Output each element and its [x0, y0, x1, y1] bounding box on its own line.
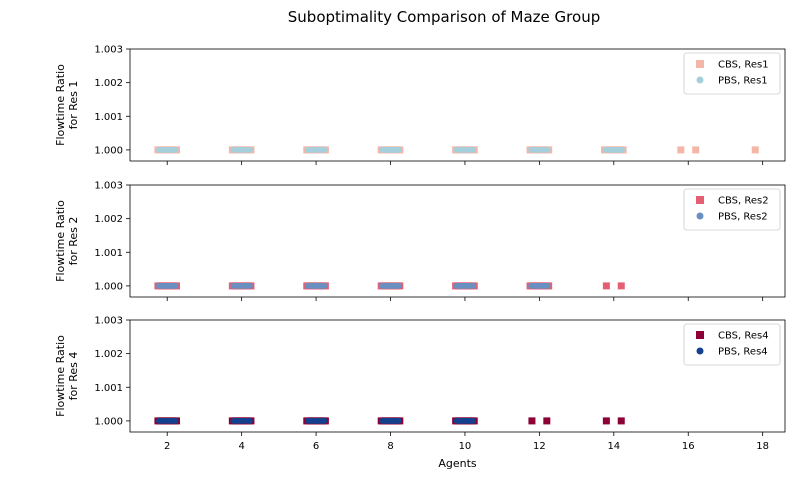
- y-tick-label: 1.000: [94, 281, 123, 292]
- point-circle: [618, 146, 625, 153]
- y-axis-label-line: for Res 4: [67, 352, 80, 401]
- y-tick-label: 1.000: [94, 416, 123, 427]
- y-axis-label-line: for Res 1: [67, 81, 80, 130]
- point-square: [528, 417, 536, 425]
- y-tick-label: 1.000: [94, 145, 123, 156]
- y-axis-label-line: Flowtime Ratio: [54, 64, 67, 146]
- point-circle: [321, 146, 328, 153]
- y-axis-label: Flowtime Ratiofor Res 1: [54, 64, 80, 146]
- point-square: [602, 417, 610, 425]
- y-tick-label: 1.003: [94, 316, 123, 327]
- legend-marker-square: [696, 196, 704, 204]
- y-tick-label: 1.001: [94, 383, 123, 394]
- point-circle: [544, 146, 551, 153]
- point-square: [751, 146, 759, 154]
- point-circle: [395, 417, 402, 424]
- y-axis-label: Flowtime Ratiofor Res 2: [54, 200, 80, 282]
- panel-res-2: 1.000 1.001 1.002 1.003 Flowtime Ratiofor Re…: [54, 181, 786, 301]
- legend-marker-square: [696, 331, 704, 339]
- point-square: [692, 146, 700, 154]
- plot-frame: [129, 319, 786, 433]
- y-tick-label: 1.003: [94, 45, 123, 56]
- legend: CBS, Res4 PBS, Res4: [683, 323, 781, 366]
- legend-label: PBS, Res4: [718, 347, 768, 358]
- point-circle: [321, 282, 328, 289]
- point-circle: [395, 146, 402, 153]
- point-circle: [544, 282, 551, 289]
- point-circle: [246, 146, 253, 153]
- legend-label: PBS, Res1: [718, 76, 768, 87]
- y-axis-label-line: Flowtime Ratio: [54, 200, 67, 282]
- legend-label: CBS, Res4: [718, 331, 769, 342]
- legend-label: CBS, Res2: [718, 196, 769, 207]
- legend: CBS, Res1 PBS, Res1: [683, 52, 781, 95]
- point-circle: [321, 417, 328, 424]
- x-tick-label: 10: [459, 441, 472, 452]
- x-tick-label: 8: [387, 441, 393, 452]
- point-square: [617, 282, 625, 290]
- x-tick-label: 2: [164, 441, 170, 452]
- plot-frame: [129, 48, 786, 162]
- x-tick-label: 6: [313, 441, 319, 452]
- point-square: [617, 417, 625, 425]
- point-circle: [395, 282, 402, 289]
- legend-box: [683, 323, 781, 366]
- point-circle: [470, 146, 477, 153]
- point-circle: [470, 282, 477, 289]
- legend-marker-square: [696, 60, 704, 68]
- legend-marker-circle: [696, 212, 704, 220]
- legend-marker-circle: [696, 76, 704, 84]
- legend-label: CBS, Res1: [718, 60, 769, 71]
- point-circle: [470, 417, 477, 424]
- point-square: [543, 417, 551, 425]
- x-tick-label: 12: [533, 441, 546, 452]
- y-axis-label-line: for Res 2: [67, 217, 80, 266]
- y-tick-label: 1.002: [94, 78, 123, 89]
- point-circle: [172, 146, 179, 153]
- legend-marker-circle: [696, 347, 704, 355]
- chart-title: Suboptimality Comparison of Maze Group: [288, 8, 600, 26]
- point-circle: [172, 417, 179, 424]
- point-circle: [246, 282, 253, 289]
- y-axis-label-line: Flowtime Ratio: [54, 335, 67, 417]
- y-axis-label: Flowtime Ratiofor Res 4: [54, 335, 80, 417]
- y-tick-label: 1.001: [94, 248, 123, 259]
- point-circle: [172, 282, 179, 289]
- point-square: [677, 146, 685, 154]
- legend: CBS, Res2 PBS, Res2: [683, 188, 781, 231]
- x-tick-label: 16: [682, 441, 695, 452]
- y-tick-label: 1.001: [94, 112, 123, 123]
- x-tick-label: 18: [756, 441, 769, 452]
- legend-box: [683, 188, 781, 231]
- y-tick-label: 1.003: [94, 181, 123, 192]
- legend-box: [683, 52, 781, 95]
- x-tick-label: 14: [607, 441, 620, 452]
- point-circle: [246, 417, 253, 424]
- y-tick-label: 1.002: [94, 349, 123, 360]
- panel-res-3: 1.000 1.001 1.002 1.003 2 4 6 8 10 12 14 16 18 Flowti…: [54, 316, 786, 452]
- y-tick-label: 1.002: [94, 214, 123, 225]
- plot-frame: [129, 184, 786, 298]
- x-tick-label: 4: [238, 441, 244, 452]
- panel-res-1: 1.000 1.001 1.002 1.003 Flowtime Ratiofor Re…: [54, 45, 786, 165]
- x-axis-label: Agents: [438, 457, 477, 470]
- legend-label: PBS, Res2: [718, 212, 768, 223]
- point-square: [602, 282, 610, 290]
